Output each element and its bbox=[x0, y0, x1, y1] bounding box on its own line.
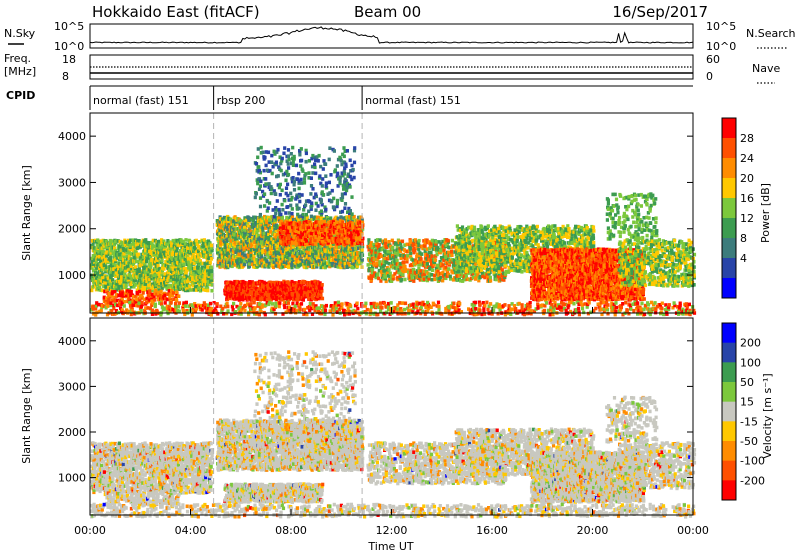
power-colorbar-label: Power [dB] bbox=[759, 183, 772, 243]
colorbar-swatch bbox=[722, 178, 736, 199]
freq-panel: Freq. [MHz] 18 8 60 0 Nave bbox=[4, 52, 780, 84]
colorbar-swatch bbox=[722, 258, 736, 279]
x-tick-label: 00:00 bbox=[677, 524, 709, 537]
cpid-bar: CPID normal (fast) 151 rbsp 200 normal (fa… bbox=[6, 85, 693, 110]
nsky-tick-bottom: 10^0 bbox=[54, 40, 84, 53]
y-tick-label: 3000 bbox=[58, 176, 86, 189]
date-title: 16/Sep/2017 bbox=[612, 3, 708, 21]
colorbar-swatch bbox=[722, 218, 736, 239]
freq-tick-bottom: 8 bbox=[62, 70, 69, 83]
power-ylabel: Slant Range [km] bbox=[20, 165, 33, 261]
freq-unit: [MHz] bbox=[4, 65, 36, 78]
nave-tick-top: 60 bbox=[706, 53, 720, 66]
y-tick-label: 1000 bbox=[58, 269, 86, 282]
cpid-label: CPID bbox=[6, 89, 35, 102]
x-tick-label: 20:00 bbox=[577, 524, 609, 537]
colorbar-swatch bbox=[722, 118, 736, 139]
y-tick-label: 1000 bbox=[58, 472, 86, 485]
colorbar-tick-label: 50 bbox=[740, 376, 754, 389]
colorbar-swatch bbox=[722, 158, 736, 179]
nsearch-tick-bottom: 10^0 bbox=[706, 40, 736, 53]
y-tick-label: 2000 bbox=[58, 426, 86, 439]
y-tick-label: 2000 bbox=[58, 223, 86, 236]
x-tick-label: 00:00 bbox=[74, 524, 106, 537]
colorbar-swatch bbox=[722, 323, 736, 344]
colorbar-swatch bbox=[722, 362, 736, 383]
colorbar-swatch bbox=[722, 138, 736, 159]
freq-label: Freq. bbox=[4, 52, 31, 65]
colorbar-tick-label: 8 bbox=[740, 232, 747, 245]
colorbar-swatch bbox=[722, 278, 736, 299]
cpid-segment-label: rbsp 200 bbox=[217, 94, 266, 107]
colorbar-swatch bbox=[722, 421, 736, 442]
nsky-trace bbox=[89, 26, 694, 44]
colorbar-tick-label: -200 bbox=[740, 474, 765, 487]
nave-label: Nave bbox=[752, 62, 780, 75]
colorbar-tick-label: 24 bbox=[740, 152, 754, 165]
colorbar-swatch bbox=[722, 460, 736, 481]
y-tick-label: 3000 bbox=[58, 380, 86, 393]
colorbar-tick-label: 4 bbox=[740, 252, 747, 265]
x-tick-label: 08:00 bbox=[275, 524, 307, 537]
nsearch-tick-top: 10^5 bbox=[706, 20, 736, 33]
nsky-panel: N.Sky 10^5 10^0 10^5 10^0 N.Search bbox=[4, 20, 796, 53]
beam-title: Beam 00 bbox=[354, 3, 421, 21]
x-tick-label: 04:00 bbox=[175, 524, 207, 537]
colorbar-tick-label: 200 bbox=[740, 337, 761, 350]
velocity-ylabel: Slant Range [km] bbox=[20, 368, 33, 464]
colorbar-swatch bbox=[722, 480, 736, 501]
x-tick-label: 12:00 bbox=[376, 524, 408, 537]
x-tick-label: 16:00 bbox=[476, 524, 508, 537]
nsearch-label: N.Search bbox=[746, 27, 796, 40]
y-tick-label: 4000 bbox=[58, 335, 86, 348]
nsky-tick-top: 10^5 bbox=[54, 20, 84, 33]
velocity-colorbar-label: Velocity [m s⁻¹] bbox=[761, 373, 774, 458]
cpid-segment-label: normal (fast) 151 bbox=[93, 94, 189, 107]
freq-tick-top: 18 bbox=[62, 53, 76, 66]
nsky-label: N.Sky bbox=[4, 27, 36, 40]
colorbar-tick-label: 28 bbox=[740, 132, 754, 145]
colorbar-tick-label: 12 bbox=[740, 212, 754, 225]
colorbar-swatch bbox=[722, 342, 736, 363]
colorbar-tick-label: 16 bbox=[740, 192, 754, 205]
colorbar-tick-label: 15 bbox=[740, 396, 754, 409]
colorbar-swatch bbox=[722, 198, 736, 219]
colorbar-tick-label: -15 bbox=[740, 415, 758, 428]
x-axis-label: Time UT bbox=[367, 540, 413, 553]
colorbar-swatch bbox=[722, 238, 736, 259]
colorbar-swatch bbox=[722, 382, 736, 403]
colorbar-tick-label: 20 bbox=[740, 172, 754, 185]
y-tick-label: 4000 bbox=[58, 130, 86, 143]
cpid-segment-label: normal (fast) 151 bbox=[365, 94, 461, 107]
power-panel: 1000 2000 3000 4000 Slant Range [km] 28 24 20… bbox=[20, 112, 772, 317]
colorbar-swatch bbox=[722, 401, 736, 422]
colorbar-swatch bbox=[722, 441, 736, 462]
colorbar-tick-label: -50 bbox=[740, 435, 758, 448]
colorbar-tick-label: 100 bbox=[740, 356, 761, 369]
nave-tick-bottom: 0 bbox=[706, 70, 713, 83]
velocity-panel: 1000 2000 3000 4000 Slant Range [km] 200 100… bbox=[20, 317, 774, 519]
station-title: Hokkaido East (fitACF) bbox=[92, 3, 260, 21]
colorbar-tick-label: -100 bbox=[740, 455, 765, 468]
